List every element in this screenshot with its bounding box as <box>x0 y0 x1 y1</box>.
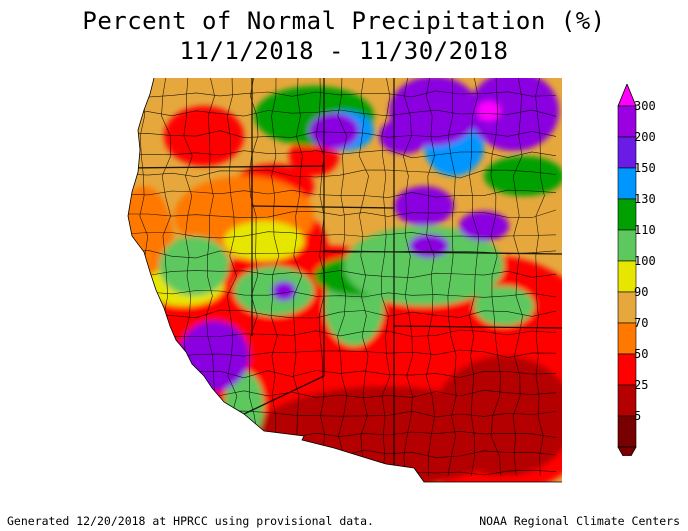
generated-note: Generated 12/20/2018 at HPRCC using prov… <box>7 514 374 528</box>
agency-credit: NOAA Regional Climate Centers <box>479 514 680 528</box>
state-boundary <box>251 168 395 209</box>
county-boundary <box>128 290 557 298</box>
county-boundary <box>337 78 348 477</box>
county-boundary <box>128 209 557 219</box>
coastline <box>127 77 562 483</box>
state-boundary <box>128 165 325 169</box>
county-boundary <box>128 249 557 259</box>
map-title: Percent of Normal Precipitation (%) 11/1… <box>0 6 688 66</box>
county-boundary <box>128 90 557 98</box>
legend-label: 100 <box>634 254 656 268</box>
legend-label: 110 <box>634 223 656 237</box>
precip-region <box>164 106 244 166</box>
county-boundary <box>128 189 557 198</box>
precip-region <box>459 211 509 241</box>
county-boundary <box>128 130 557 139</box>
legend-label: 90 <box>634 285 649 299</box>
county-boundary <box>270 78 280 477</box>
precip-region <box>434 356 562 476</box>
precip-region <box>394 186 454 226</box>
legend-label: 150 <box>634 161 656 175</box>
precip-region <box>224 221 304 261</box>
county-boundary <box>469 78 480 477</box>
legend-label: 200 <box>634 130 656 144</box>
title-line-1: Percent of Normal Precipitation (%) <box>82 7 606 35</box>
county-boundary <box>128 149 557 159</box>
color-legend: 300 200 150 130 110 100 90 70 50 25 5 <box>617 84 687 456</box>
county-boundary <box>128 329 557 338</box>
county-boundary <box>447 78 457 477</box>
county-boundary <box>128 270 557 278</box>
precip-region <box>477 101 501 121</box>
legend-label: 70 <box>634 316 649 330</box>
county-boundary <box>128 309 557 319</box>
legend-label: 130 <box>634 192 656 206</box>
legend-label: 25 <box>634 378 649 392</box>
county-boundary <box>402 78 413 477</box>
county-boundary <box>128 231 557 239</box>
county-boundary <box>490 78 502 477</box>
county-boundary <box>512 78 523 477</box>
county-boundary <box>535 78 545 477</box>
state-boundary <box>393 325 562 329</box>
precip-region <box>159 236 229 296</box>
county-boundary <box>128 349 557 358</box>
legend-label: 5 <box>634 409 642 423</box>
legend-bar <box>617 84 637 456</box>
legend-label: 300 <box>634 99 656 113</box>
state-boundary <box>243 375 325 415</box>
county-boundary <box>358 78 369 477</box>
county-boundary <box>315 78 326 477</box>
precip-region <box>474 286 534 326</box>
precip-region <box>389 78 479 146</box>
precip-region <box>269 423 329 459</box>
precip-region <box>309 113 359 149</box>
county-boundary <box>128 109 557 117</box>
precip-region <box>272 281 296 301</box>
precipitation-map <box>124 76 562 486</box>
title-line-2: 11/1/2018 - 11/30/2018 <box>179 37 509 65</box>
map-canvas <box>127 77 562 483</box>
precip-region <box>344 226 504 306</box>
precip-region <box>484 156 562 196</box>
legend-bottom-arrow <box>617 446 637 456</box>
precip-region <box>409 234 449 258</box>
legend-label: 50 <box>634 347 649 361</box>
county-boundary <box>128 169 557 179</box>
county-boundary <box>425 78 435 477</box>
county-boundary <box>292 78 303 477</box>
state-boundary <box>323 250 562 255</box>
